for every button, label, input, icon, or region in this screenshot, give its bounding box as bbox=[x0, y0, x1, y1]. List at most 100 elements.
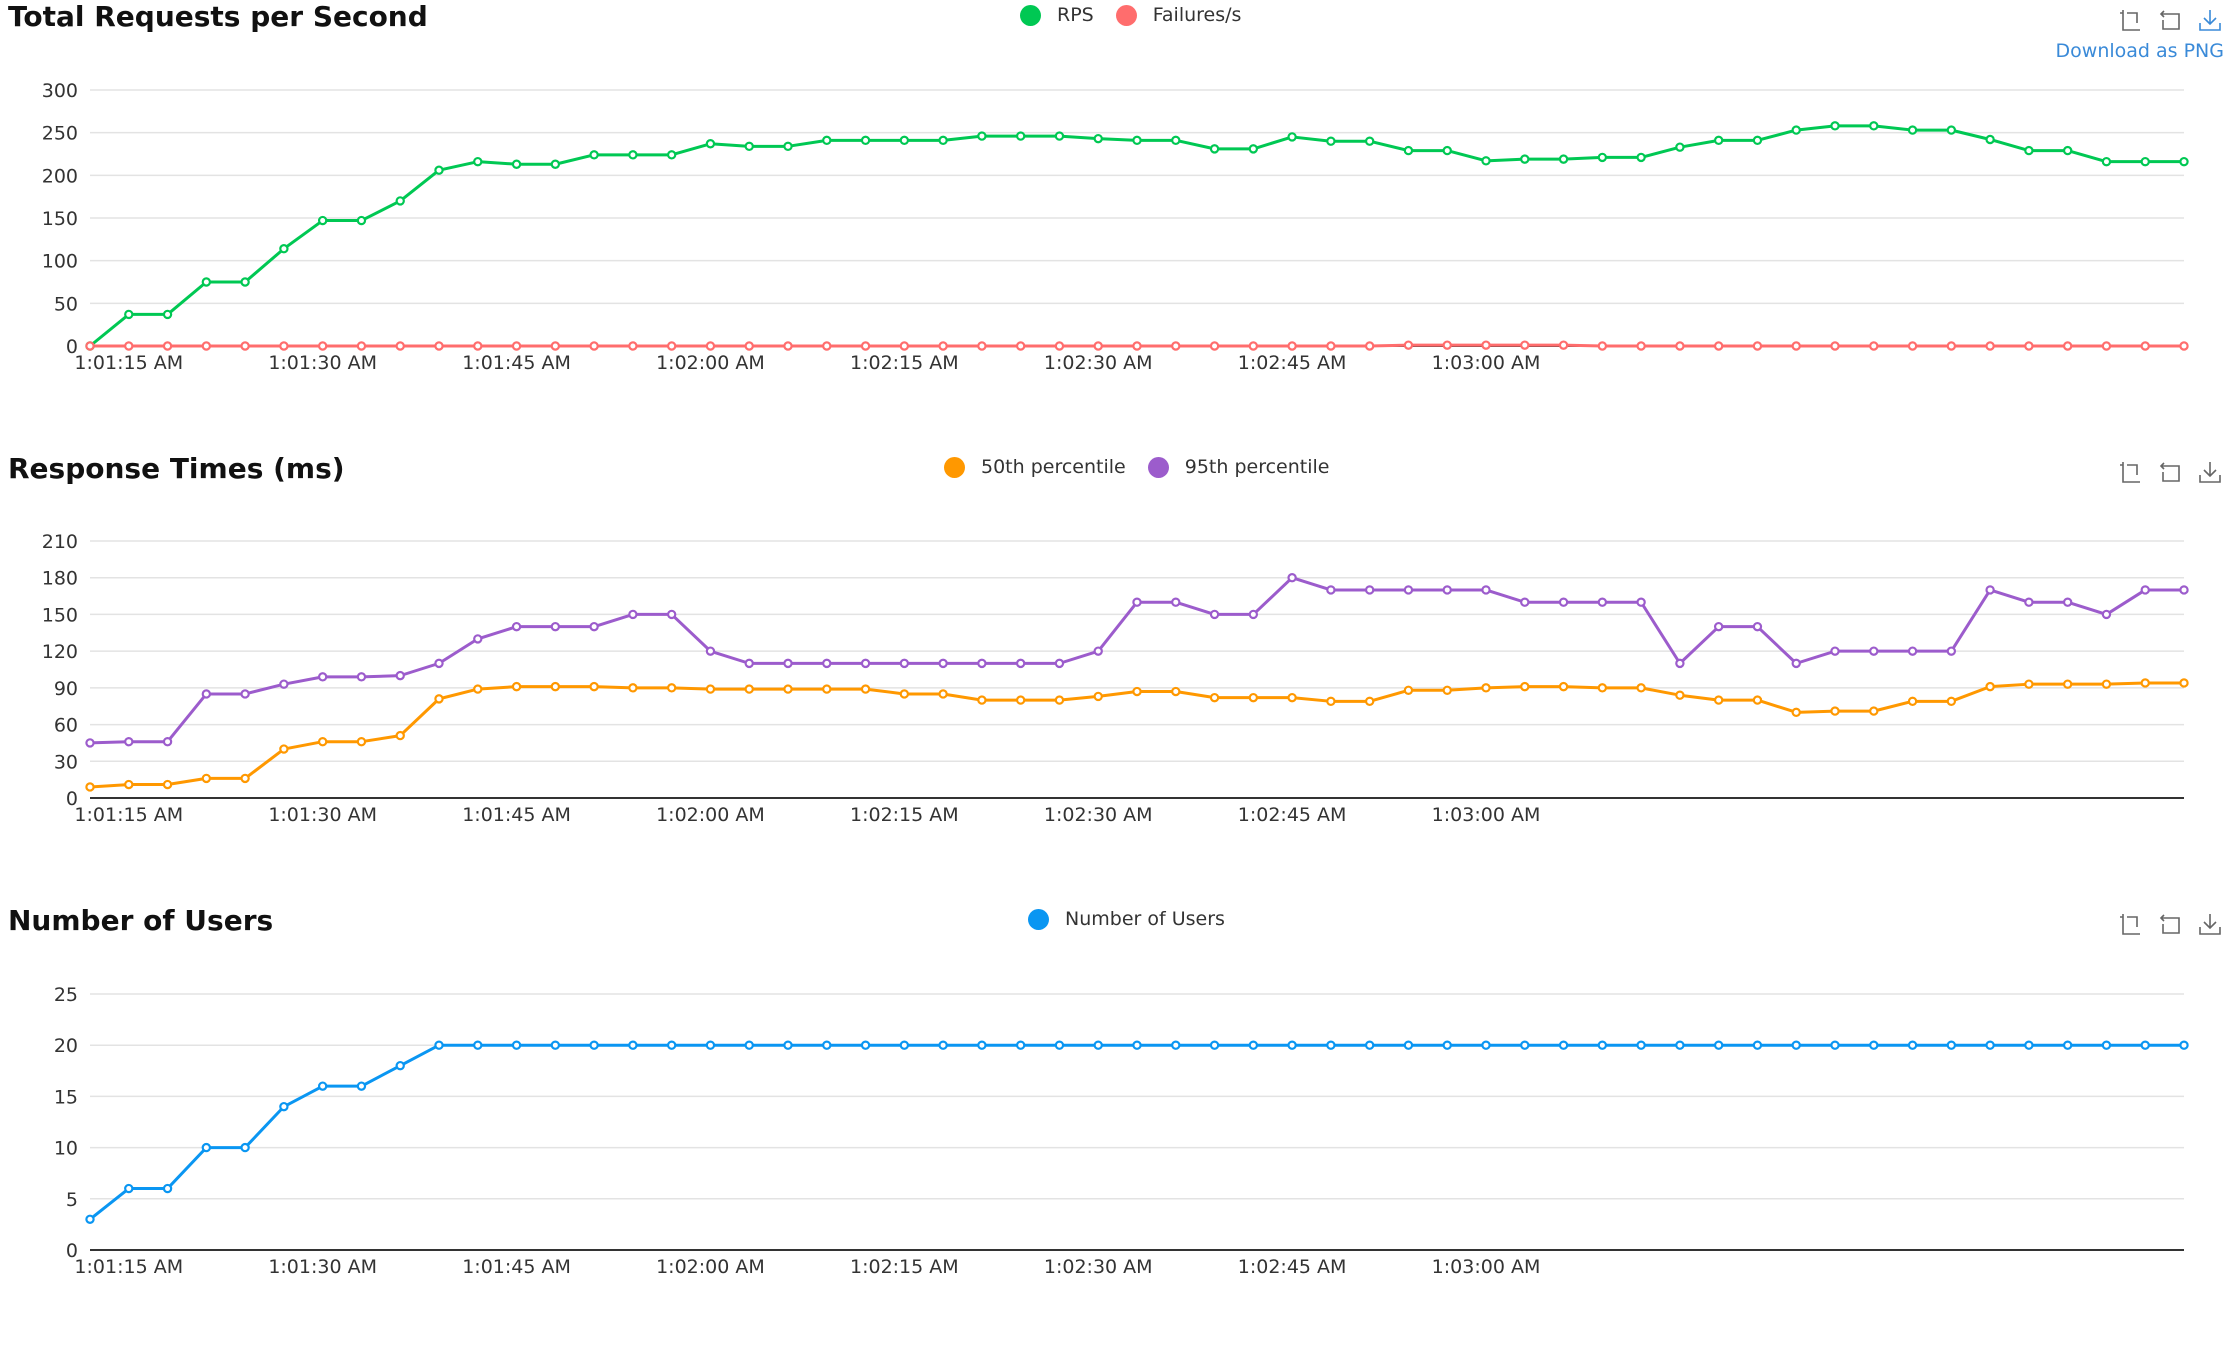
legend-item-p95[interactable]: 95th percentile bbox=[1147, 456, 1329, 478]
data-point bbox=[2179, 341, 2189, 351]
data-point bbox=[356, 672, 367, 682]
data-point bbox=[1054, 695, 1065, 705]
restore-button[interactable] bbox=[2158, 460, 2182, 484]
data-point bbox=[899, 135, 910, 146]
data-point bbox=[1015, 131, 1026, 141]
data-point bbox=[666, 150, 677, 160]
data-point bbox=[162, 737, 173, 747]
data-point bbox=[1481, 340, 1491, 350]
data-point bbox=[1015, 341, 1026, 351]
data-point bbox=[1675, 658, 1685, 669]
data-point bbox=[201, 773, 212, 784]
legend-item-failures[interactable]: Failures/s bbox=[1115, 4, 1241, 26]
y-tick-label: 5 bbox=[66, 1189, 78, 1211]
data-point bbox=[1132, 341, 1142, 351]
restore-button[interactable] bbox=[2158, 912, 2182, 936]
x-tick-label: 1:01:45 AM bbox=[462, 804, 571, 826]
data-point bbox=[1403, 145, 1414, 156]
data-point bbox=[1520, 597, 1530, 607]
zoom-button[interactable] bbox=[2118, 8, 2142, 32]
zoom-button[interactable] bbox=[2118, 460, 2142, 484]
data-point bbox=[860, 1040, 871, 1050]
zoom-icon bbox=[2120, 462, 2140, 483]
data-point bbox=[1171, 686, 1181, 697]
data-point bbox=[1869, 121, 1879, 131]
data-point bbox=[1209, 144, 1220, 154]
data-point bbox=[317, 737, 328, 747]
chart-title: Total Requests per Second bbox=[8, 0, 428, 33]
data-point bbox=[1713, 621, 1724, 632]
legend-item-rps[interactable]: RPS bbox=[1020, 4, 1094, 26]
x-tick-label: 1:02:30 AM bbox=[1044, 804, 1153, 826]
data-point bbox=[1713, 1040, 1724, 1050]
data-point bbox=[550, 1040, 561, 1050]
data-point bbox=[860, 135, 871, 146]
chart-toolbox bbox=[2118, 460, 2222, 484]
data-point bbox=[2024, 145, 2034, 156]
y-tick-label: 210 bbox=[42, 531, 78, 553]
series-line bbox=[89, 1043, 2184, 1221]
legend-item-p50[interactable]: 50th percentile bbox=[944, 456, 1126, 478]
data-point bbox=[1830, 646, 1840, 656]
data-point bbox=[1015, 1040, 1026, 1050]
data-point bbox=[1558, 681, 1569, 692]
data-point bbox=[2179, 585, 2189, 595]
data-point bbox=[628, 341, 638, 351]
data-point bbox=[85, 341, 95, 351]
data-point bbox=[899, 1040, 910, 1050]
data-point bbox=[1326, 585, 1336, 595]
data-point bbox=[1946, 125, 1957, 135]
restore-button[interactable] bbox=[2158, 8, 2182, 32]
y-tick-label: 0 bbox=[66, 1240, 78, 1262]
data-point bbox=[162, 1183, 173, 1194]
download-icon bbox=[2199, 914, 2221, 935]
data-point bbox=[1364, 696, 1375, 707]
data-point bbox=[1636, 597, 1646, 607]
data-point bbox=[666, 683, 677, 693]
data-point bbox=[2101, 156, 2112, 167]
data-point bbox=[1713, 695, 1724, 705]
data-point bbox=[822, 1040, 832, 1050]
zoom-button[interactable] bbox=[2118, 912, 2142, 936]
data-point bbox=[899, 689, 910, 699]
data-point bbox=[1558, 1040, 1569, 1050]
legend-item-users[interactable]: Number of Users bbox=[1028, 908, 1225, 930]
x-tick-label: 1:01:15 AM bbox=[74, 804, 183, 826]
y-tick-label: 15 bbox=[54, 1086, 78, 1108]
data-point bbox=[550, 681, 561, 692]
data-point bbox=[1869, 706, 1879, 716]
data-point bbox=[1946, 646, 1957, 656]
data-point bbox=[1171, 135, 1181, 146]
data-point bbox=[2140, 678, 2150, 688]
data-point bbox=[744, 658, 754, 669]
legend-label: Number of Users bbox=[1065, 908, 1225, 930]
download-button[interactable] bbox=[2198, 8, 2222, 32]
data-point bbox=[1830, 121, 1840, 131]
restore-icon bbox=[2159, 10, 2180, 30]
data-point bbox=[473, 684, 483, 694]
data-point bbox=[1520, 340, 1530, 350]
restore-icon bbox=[2159, 914, 2180, 934]
data-point bbox=[860, 341, 871, 351]
x-tick-label: 1:02:15 AM bbox=[850, 352, 959, 374]
data-point bbox=[1403, 685, 1414, 696]
x-tick-label: 1:01:30 AM bbox=[268, 352, 377, 374]
data-point bbox=[1791, 658, 1801, 669]
data-point bbox=[1481, 156, 1491, 166]
restore-icon bbox=[2159, 462, 2180, 482]
data-point bbox=[938, 135, 948, 146]
data-point bbox=[1442, 685, 1452, 696]
data-point bbox=[2024, 679, 2034, 689]
data-point bbox=[1326, 136, 1336, 146]
data-point bbox=[1209, 341, 1220, 351]
data-point bbox=[124, 779, 134, 790]
data-point bbox=[511, 681, 522, 692]
data-point bbox=[1597, 1040, 1608, 1050]
download-button[interactable] bbox=[2198, 460, 2222, 484]
x-tick-label: 1:02:00 AM bbox=[656, 352, 765, 374]
data-point bbox=[1015, 658, 1026, 669]
legend-marker bbox=[1028, 908, 1049, 930]
data-point bbox=[2140, 156, 2150, 167]
download-button[interactable] bbox=[2198, 912, 2222, 936]
response-times-chart: 0 30 60 90 120 150 180 210 1:01:15 AM 1:01:30 AM 1… bbox=[42, 531, 2189, 826]
